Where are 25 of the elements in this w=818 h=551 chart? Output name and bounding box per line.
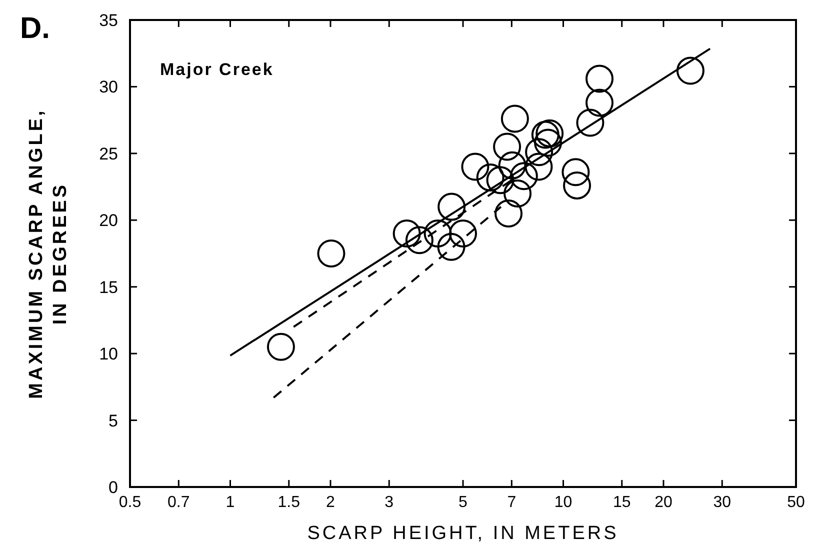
- x-tick-label: 15: [612, 494, 631, 511]
- text: Major Creek: [160, 60, 274, 79]
- x-tick-label: 3: [384, 494, 394, 511]
- y-tick-label: 25: [99, 144, 118, 164]
- x-tick-label: 30: [713, 494, 732, 511]
- y-tick-label: 15: [99, 278, 118, 297]
- y-tick-label: 30: [99, 78, 118, 97]
- x-tick-label: 5: [458, 494, 468, 511]
- text: D.: [20, 12, 50, 45]
- x-tick-label: 20: [654, 494, 672, 511]
- y-tick-label: 10: [99, 344, 118, 364]
- x-tick-label: 7: [507, 494, 516, 511]
- x-tick-label: 0.5: [118, 494, 142, 511]
- x-axis-title: SCARP HEIGHT, IN METERS: [307, 523, 619, 544]
- y-tick-label: 20: [99, 211, 118, 230]
- x-tick-label: 2: [326, 494, 336, 511]
- y-axis-title: MAXIMUM SCARP ANGLE, IN DEGREES: [26, 108, 71, 399]
- x-tick-label: 10: [554, 494, 572, 511]
- y-tick-label: 35: [99, 11, 118, 30]
- x-tick-label: 0.7: [168, 494, 190, 511]
- x-tick-label: 1: [226, 494, 235, 511]
- y-tick-label: 0: [108, 478, 118, 497]
- y-tick-label: 5: [108, 411, 118, 430]
- x-tick-label: 50: [787, 494, 805, 511]
- x-tick-label: 1.5: [278, 494, 300, 511]
